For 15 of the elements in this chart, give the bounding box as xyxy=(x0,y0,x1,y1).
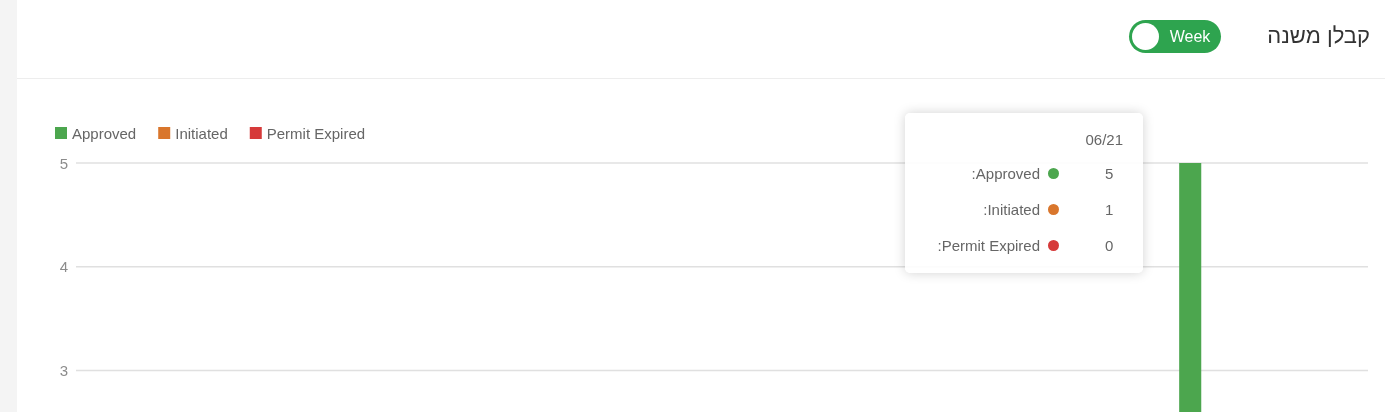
legend-label: Permit Expired xyxy=(266,124,366,142)
y-tick-label: 3 xyxy=(59,362,68,379)
annotation: Permit Expired: xyxy=(937,236,1040,254)
toggle: Week xyxy=(1129,20,1221,53)
annotation: Initiated: xyxy=(983,200,1040,218)
legend-label: Approved xyxy=(72,124,137,142)
annotation: Approved: xyxy=(971,164,1040,182)
annotation: 5 xyxy=(1105,164,1115,182)
text: 06/21 xyxy=(1085,131,1123,148)
y-tick-label: 4 xyxy=(59,258,68,276)
legend-label: Initiated xyxy=(175,124,228,142)
annotation: 0 xyxy=(1105,236,1115,254)
annotation: 1 xyxy=(1105,200,1115,218)
y-tick-label: 5 xyxy=(59,154,68,172)
chart-title: קבלן משנה xyxy=(1267,22,1370,50)
